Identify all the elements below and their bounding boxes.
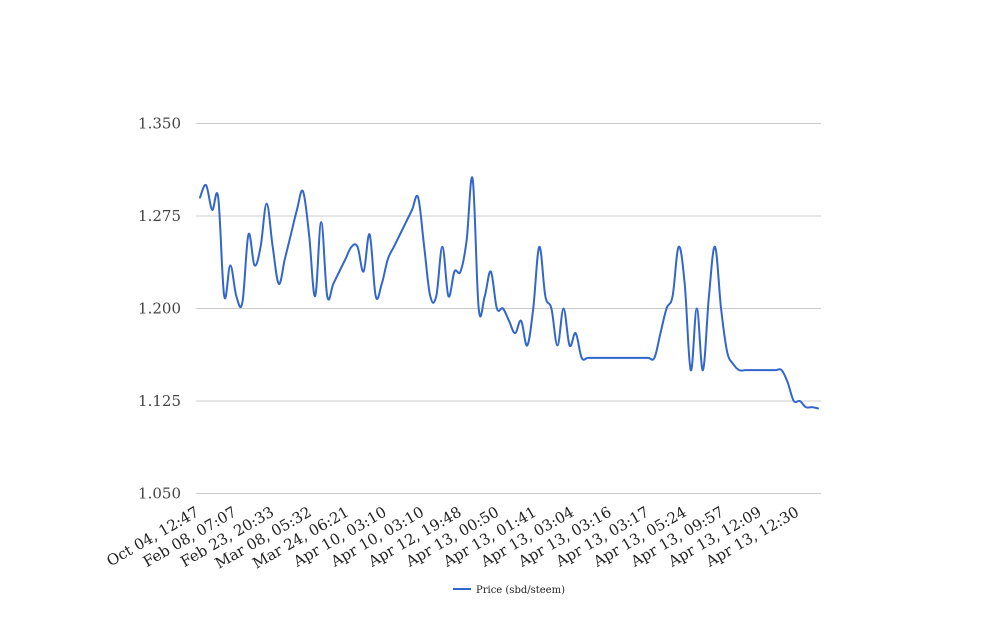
series-layer (199, 176, 819, 410)
grid-lines (196, 123, 821, 494)
series-line-price[interactable] (199, 176, 819, 410)
y-tick-label: 1.050 (138, 485, 181, 503)
y-tick-label: 1.275 (138, 207, 181, 225)
legend-label: Price (sbd/steem) (476, 585, 565, 596)
y-axis-tick-labels: 1.050 1.125 1.200 1.275 1.350 (138, 115, 181, 503)
y-tick-label: 1.200 (138, 300, 181, 318)
y-tick-label: 1.125 (138, 392, 181, 410)
y-tick-label: 1.350 (138, 115, 181, 133)
legend[interactable]: Price (sbd/steem) (453, 585, 565, 596)
